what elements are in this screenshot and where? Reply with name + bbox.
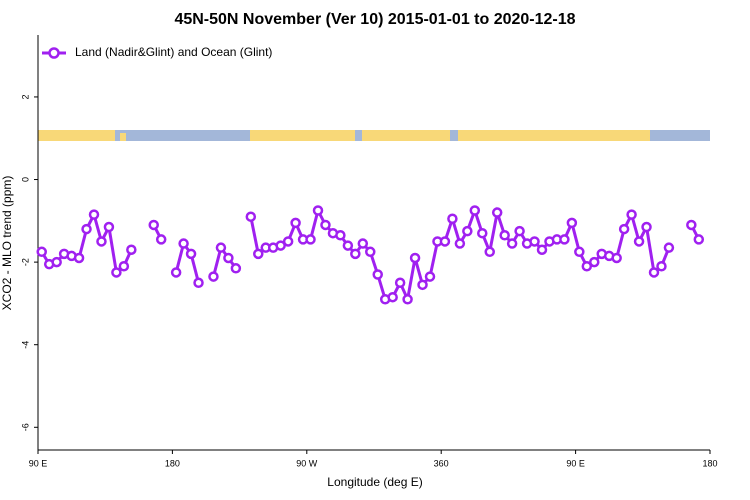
- data-point: [335, 230, 346, 241]
- y-tick-label: -2: [20, 258, 30, 266]
- data-point: [514, 225, 525, 237]
- data-point: [447, 213, 458, 225]
- data-point: [559, 234, 570, 245]
- data-point: [439, 236, 451, 247]
- data-point: [693, 234, 705, 245]
- data-point: [208, 271, 219, 282]
- data-point: [365, 246, 376, 258]
- data-point: [350, 248, 361, 260]
- data-point: [581, 260, 593, 272]
- data-point: [499, 230, 510, 241]
- data-point: [88, 209, 100, 220]
- data-point: [111, 267, 122, 278]
- data-point: [126, 244, 137, 255]
- y-tick-label: 2: [20, 94, 30, 99]
- data-point: [275, 240, 286, 251]
- y-axis-label: XCO2 - MLO trend (ppm): [0, 176, 14, 311]
- data-point: [454, 238, 466, 249]
- data-point: [357, 238, 369, 249]
- x-tick-label: 90 E: [29, 458, 48, 468]
- data-point: [320, 219, 331, 231]
- data-point: [506, 238, 518, 249]
- data-point: [424, 271, 436, 282]
- data-point: [394, 277, 406, 289]
- data-point: [626, 209, 637, 220]
- data-point: [342, 240, 354, 251]
- data-point: [469, 205, 481, 216]
- data-point: [103, 221, 115, 233]
- y-tick-label: -4: [20, 341, 30, 349]
- data-point: [402, 294, 413, 305]
- data-point: [491, 207, 503, 218]
- data-point: [686, 219, 697, 231]
- data-point: [155, 234, 167, 245]
- data-point: [178, 238, 189, 249]
- data-point: [118, 260, 130, 272]
- data-point: [253, 248, 264, 260]
- data-point: [529, 236, 540, 247]
- legend: Land (Nadir&Glint) and Ocean (Glint): [42, 45, 272, 59]
- data-point: [290, 217, 301, 229]
- data-point: [589, 256, 600, 268]
- data-point: [663, 242, 675, 253]
- data-point: [148, 219, 159, 231]
- y-tick-label: -6: [20, 423, 30, 431]
- data-point: [51, 256, 62, 268]
- data-point: [417, 279, 428, 291]
- data-point: [305, 234, 316, 245]
- data-point: [372, 269, 383, 280]
- data-point: [484, 246, 495, 258]
- data-point: [73, 252, 85, 264]
- x-tick-label: 360: [434, 458, 449, 468]
- data-point: [536, 244, 548, 255]
- data-point: [185, 248, 197, 260]
- data-point: [409, 252, 421, 264]
- legend-marker: [48, 47, 60, 59]
- data-point: [611, 252, 622, 264]
- chart-title: 45N-50N November (Ver 10) 2015-01-01 to …: [174, 11, 575, 28]
- legend-label: Land (Nadir&Glint) and Ocean (Glint): [75, 45, 272, 59]
- data-point: [230, 263, 242, 274]
- data-point: [633, 236, 645, 247]
- data-point: [223, 252, 234, 264]
- x-tick-label: 90 E: [566, 458, 585, 468]
- x-tick-label: 180: [165, 458, 180, 468]
- data-point: [245, 211, 257, 222]
- x-axis-label: Longitude (deg E): [327, 475, 422, 489]
- data-point: [215, 242, 227, 253]
- data-point: [656, 260, 667, 272]
- data-point: [477, 227, 488, 239]
- data-point: [387, 291, 398, 303]
- data-point: [312, 205, 324, 216]
- data-point: [462, 225, 473, 237]
- data-point: [96, 236, 107, 247]
- data-point: [566, 217, 578, 229]
- y-tick-label: 0: [20, 177, 30, 182]
- map-strip: [38, 130, 710, 141]
- data-point: [618, 223, 630, 235]
- data-point: [574, 246, 585, 258]
- data-point: [648, 267, 660, 278]
- data-point: [36, 246, 47, 258]
- x-tick-label: 180: [702, 458, 717, 468]
- data-point: [170, 267, 182, 278]
- data-point: [641, 221, 652, 233]
- data-point: [81, 223, 92, 235]
- data-point: [282, 236, 294, 247]
- data-point: [193, 277, 204, 289]
- x-tick-label: 90 W: [296, 458, 318, 468]
